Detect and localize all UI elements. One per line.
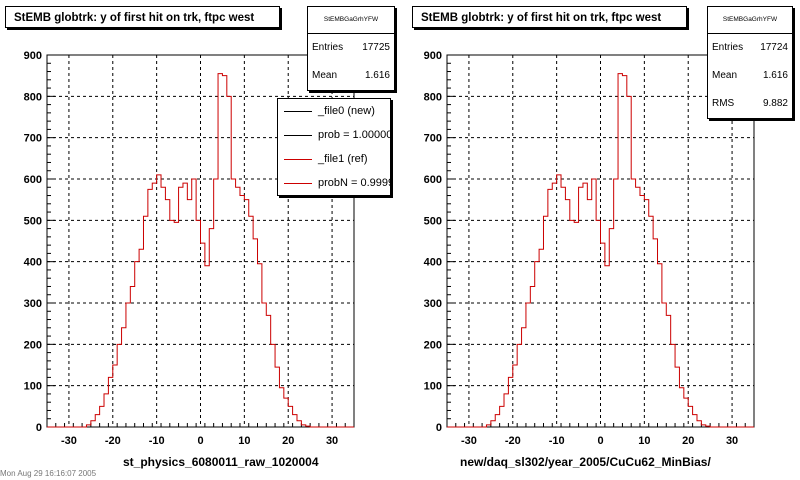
y-tick-label: 200 (24, 339, 42, 351)
stats-row-entries: Entries 17724 (708, 34, 792, 62)
stats-value: 1.616 (762, 70, 788, 81)
legend-label: _file0 (new) (318, 105, 375, 117)
stats-row-entries: Entries 17725 (308, 34, 394, 62)
stats-label: Mean (312, 70, 338, 81)
legend-entry: _file1 (ref) (278, 147, 390, 171)
legend-swatch (284, 134, 312, 136)
stats-label: Mean (712, 70, 738, 81)
y-tick-label: 400 (424, 257, 442, 269)
stats-name: StEMBGaGrhYFW (308, 7, 394, 34)
x-axis-title: new/daq_sl302/year_2005/CuCu62_MinBias/ (460, 455, 711, 469)
x-tick-label: 0 (197, 435, 203, 447)
legend-swatch (284, 182, 312, 184)
legend-label: probN = 0.999999 (318, 177, 390, 189)
y-tick-label: 600 (24, 174, 42, 186)
stats-box: StEMBGaGrhYFW Entries 17724 Mean 1.616 R… (707, 6, 793, 119)
histogram-panel-left: -30 -20 -10 0 10 20 30 0 100 200 300 400 500 600 700 80… (5, 6, 395, 469)
stats-label: Entries (712, 42, 744, 53)
y-tick-label: 700 (24, 133, 42, 145)
y-tick-label: 500 (424, 215, 442, 227)
stats-box: StEMBGaGrhYFW Entries 17725 Mean 1.616 (307, 6, 395, 91)
y-tick-label: 800 (24, 91, 42, 103)
y-tick-label: 400 (24, 257, 42, 269)
stats-label: RMS (712, 98, 735, 109)
y-tick-label: 300 (424, 298, 442, 310)
x-tick-label: -10 (549, 435, 565, 447)
stats-value: 9.882 (762, 98, 788, 109)
y-tick-label: 800 (424, 91, 442, 103)
plot-canvas-right: -30 -20 -10 0 10 20 30010020030040050060070080… (424, 50, 755, 447)
y-tick-label: 900 (424, 50, 442, 62)
x-tick-label: -20 (505, 435, 521, 447)
x-tick-label: -20 (105, 435, 121, 447)
histogram-panel-right: -30 -20 -10 0 10 20 30 0 100 200 300 400 500 600 700 80… (400, 0, 800, 480)
y-tick-label: 0 (36, 422, 42, 434)
legend-swatch (284, 158, 312, 160)
legend-label: prob = 1.000000 (318, 129, 391, 141)
stats-row-mean: Mean 1.616 (308, 62, 394, 90)
legend-entry: prob = 1.000000 (278, 123, 390, 147)
x-tick-label: 20 (682, 435, 694, 447)
legend-label: _file1 (ref) (318, 153, 368, 165)
stats-value: 17724 (760, 42, 788, 53)
x-tick-label: -30 (461, 435, 477, 447)
y-tick-label: 700 (424, 133, 442, 145)
stats-label: Entries (312, 42, 344, 53)
x-tick-label: -10 (149, 435, 165, 447)
y-tick-label: 100 (424, 381, 442, 393)
y-tick-label: 900 (24, 50, 42, 62)
x-tick-label: 30 (326, 435, 338, 447)
y-tick-label: 600 (424, 174, 442, 186)
legend: _file0 (new) prob = 1.000000 _file1 (ref… (277, 98, 391, 196)
stats-name: StEMBGaGrhYFW (708, 7, 792, 34)
y-tick-label: 100 (24, 381, 42, 393)
x-tick-label: 20 (282, 435, 294, 447)
stats-row-mean: Mean 1.616 (708, 62, 792, 90)
histogram-series-line (47, 73, 354, 428)
stats-value: 1.616 (364, 70, 390, 81)
y-tick-label: 500 (24, 215, 42, 227)
y-tick-label: 200 (424, 339, 442, 351)
x-axis-title: st_physics_6080011_raw_1020004 (123, 455, 319, 469)
x-tick-label: 10 (238, 435, 250, 447)
footer-timestamp: Mon Aug 29 16:16:07 2005 (0, 469, 97, 478)
x-tick-label: 10 (638, 435, 650, 447)
stats-value: 17725 (362, 42, 390, 53)
legend-swatch (284, 110, 312, 112)
x-tick-label: 30 (726, 435, 738, 447)
legend-entry: probN = 0.999999 (278, 171, 390, 195)
x-tick-label: -30 (61, 435, 77, 447)
histogram-title: StEMB globtrk: y of first hit on trk, ft… (412, 6, 687, 28)
x-tick-label: 0 (597, 435, 603, 447)
legend-entry: _file0 (new) (278, 99, 390, 123)
stats-row-rms: RMS 9.882 (708, 90, 792, 118)
y-tick-label: 0 (436, 422, 442, 434)
histogram-title: StEMB globtrk: y of first hit on trk, ft… (5, 6, 280, 28)
histogram-series-line (447, 73, 754, 428)
y-tick-label: 300 (24, 298, 42, 310)
